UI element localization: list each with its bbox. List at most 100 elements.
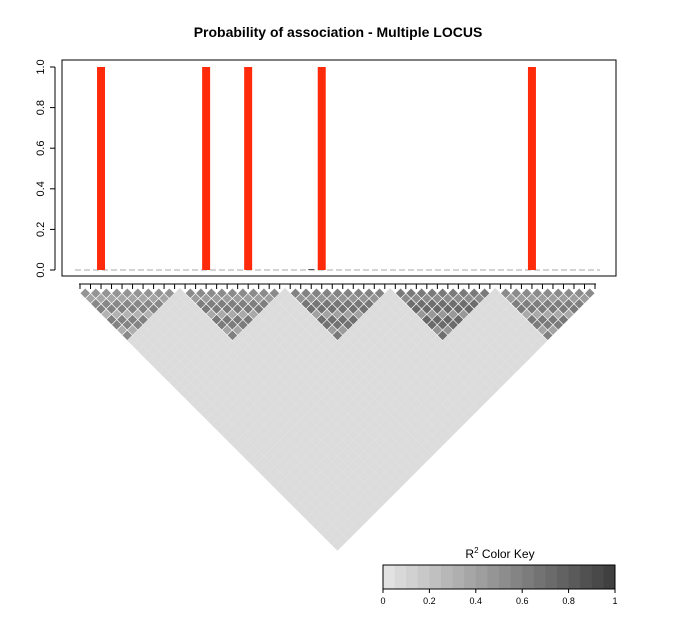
ld-cell: [274, 398, 285, 409]
ld-cell: [216, 393, 228, 404]
ld-cell: [211, 366, 222, 378]
ld-cell: [363, 372, 375, 383]
ld-cell: [311, 508, 322, 520]
ld-cell: [458, 319, 469, 331]
ld-cell: [337, 440, 349, 451]
ld-cell: [269, 456, 280, 467]
color-key-cell: [580, 565, 593, 589]
bar: [527, 67, 536, 270]
ld-cell: [221, 429, 233, 441]
ld-cell: [206, 372, 217, 383]
ld-cell: [263, 356, 275, 367]
ld-cell: [206, 361, 217, 373]
ld-cell: [416, 330, 427, 341]
ld-cell: [232, 387, 243, 399]
ld-cell: [379, 429, 391, 441]
snp-position-axis: [79, 283, 596, 289]
ld-cell: [227, 340, 238, 352]
ld-cell: [153, 330, 165, 341]
ld-cell: [227, 393, 238, 404]
ld-cell: [369, 356, 380, 367]
ld-cell: [484, 377, 496, 388]
ld-cell: [211, 377, 222, 388]
ld-cell: [174, 288, 186, 299]
ld-cell: [447, 414, 459, 425]
ld-cell: [237, 424, 249, 436]
ld-cell: [479, 340, 490, 352]
ld-cell: [305, 419, 317, 430]
ld-cell: [290, 372, 301, 383]
ld-cell: [326, 377, 338, 388]
ld-cell: [447, 424, 459, 436]
ld-cell: [326, 450, 338, 462]
ld-cell: [484, 303, 496, 315]
ld-cell: [468, 372, 480, 383]
ld-cell: [179, 335, 191, 346]
ld-cell: [369, 377, 380, 388]
ld-cell: [416, 435, 427, 446]
ld-cell: [421, 419, 433, 430]
ld-cell: [531, 330, 543, 341]
ld-cell: [253, 335, 264, 346]
ld-cell: [248, 382, 259, 394]
ld-cell: [300, 382, 312, 394]
ld-cell: [463, 335, 475, 346]
ld-cell: [395, 393, 406, 404]
ld-cell: [284, 387, 296, 399]
ld-cell: [263, 450, 275, 462]
ld-cell: [405, 393, 417, 404]
ld-cell: [400, 408, 412, 420]
ld-cell: [269, 351, 280, 362]
ld-cell: [321, 435, 333, 446]
ld-cell: [179, 345, 191, 357]
ld-cell: [321, 372, 333, 383]
ld-cell: [374, 372, 385, 383]
ld-cell: [326, 356, 338, 367]
ld-cell: [174, 319, 186, 331]
ld-cell: [458, 382, 469, 394]
ld-cell: [200, 387, 212, 399]
ld-cell: [290, 351, 301, 362]
ld-cell: [374, 319, 385, 331]
ld-cell: [458, 351, 469, 362]
ld-cell: [332, 519, 343, 530]
ld-cell: [316, 524, 327, 535]
ld-cell: [206, 393, 217, 404]
ld-cell: [358, 314, 370, 325]
ld-cell: [395, 298, 406, 310]
ld-cell: [195, 393, 207, 404]
ld-cell: [216, 403, 228, 415]
ld-cell: [342, 477, 354, 488]
ld-cell: [258, 361, 270, 373]
ld-cell: [279, 445, 291, 457]
ld-cell: [416, 393, 427, 404]
ld-cell: [421, 387, 433, 399]
color-key-gradient: [383, 565, 616, 589]
ld-cell: [311, 382, 322, 394]
ld-cell: [274, 461, 285, 472]
ld-cell: [390, 398, 401, 409]
ld-cell: [311, 445, 322, 457]
ld-cell: [326, 366, 338, 378]
ld-cell: [221, 356, 233, 367]
ld-cell: [474, 387, 485, 399]
ld-cell: [305, 324, 317, 336]
ld-cell: [348, 398, 359, 409]
ld-cell: [248, 424, 259, 436]
color-key-ticks: 0 0.2 0.4 0.6 0.8 1: [380, 589, 618, 606]
ld-cell: [495, 314, 506, 325]
color-key-cell: [545, 565, 558, 589]
ld-cell: [279, 351, 291, 362]
ld-cell: [489, 340, 501, 352]
ld-cell: [390, 482, 401, 493]
ld-cell: [216, 340, 228, 352]
ld-cell: [484, 356, 496, 367]
ld-cell: [479, 298, 490, 310]
ld-cell: [453, 387, 464, 399]
ld-cell: [379, 387, 391, 399]
ld-cell: [353, 477, 364, 488]
ld-cell: [458, 372, 469, 383]
ld-cell: [400, 335, 412, 346]
ld-cell: [158, 335, 170, 346]
ld-cell: [379, 419, 391, 430]
